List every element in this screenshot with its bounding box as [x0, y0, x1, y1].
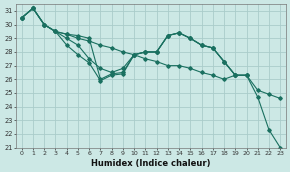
X-axis label: Humidex (Indice chaleur): Humidex (Indice chaleur) — [91, 159, 211, 168]
